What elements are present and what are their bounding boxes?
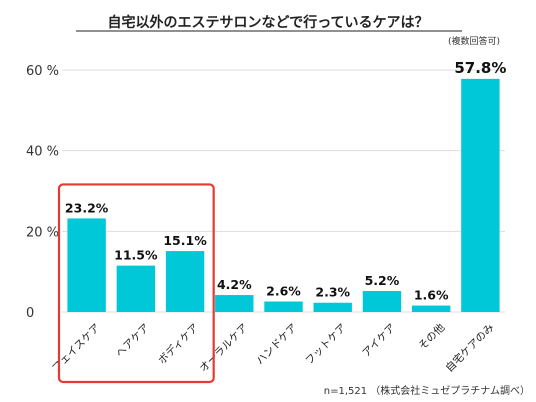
data-label: 4.2% xyxy=(217,277,252,292)
chart-subtitle: (複数回答可) xyxy=(448,35,500,47)
category-label: オーラルケア xyxy=(197,322,250,375)
bar xyxy=(411,305,451,312)
bar xyxy=(215,295,254,312)
data-label: 1.6% xyxy=(414,288,449,303)
bars xyxy=(67,78,500,312)
data-label: 11.5% xyxy=(114,248,158,263)
bar xyxy=(116,265,156,312)
category-label: ボディケア xyxy=(155,321,201,367)
category-label: フットケア xyxy=(303,322,349,368)
bar xyxy=(362,291,402,312)
y-axis-ticks: 0 20 % 40 % 60 % xyxy=(26,64,59,321)
data-label: 57.8% xyxy=(454,59,506,77)
data-label: 5.2% xyxy=(365,273,400,288)
category-label: ハンドケア xyxy=(254,322,300,368)
data-label: 2.3% xyxy=(315,285,350,300)
bar xyxy=(264,301,303,312)
footnote: n=1,521 （株式会社ミュゼプラチナム調べ） xyxy=(324,384,530,397)
category-label: フェイスケア xyxy=(50,322,103,375)
data-label: 2.6% xyxy=(266,284,301,299)
chart-title: 自宅以外のエステサロンなどで行っているケアは？ xyxy=(107,14,428,31)
highlight-box xyxy=(57,183,215,384)
bar xyxy=(165,251,205,312)
y-tick-label: 0 xyxy=(26,306,34,321)
data-label: 15.1% xyxy=(163,233,207,248)
y-tick-label: 60 % xyxy=(26,64,59,79)
bar xyxy=(313,302,352,312)
y-tick-label: 40 % xyxy=(26,145,59,160)
bar xyxy=(67,218,106,312)
bar xyxy=(461,78,500,312)
category-label: アイケア xyxy=(360,322,398,360)
y-tick-label: 20 % xyxy=(26,225,59,240)
category-label: 自宅ケアのみ xyxy=(443,321,497,375)
value-labels: 23.2% 11.5% 15.1% 4.2% 2.6% 2.3% 5.2% 1.6% 57.8% xyxy=(65,59,506,303)
category-label: その他 xyxy=(416,321,448,353)
category-label: ヘアケア xyxy=(114,322,152,360)
data-label: 23.2% xyxy=(65,200,109,215)
